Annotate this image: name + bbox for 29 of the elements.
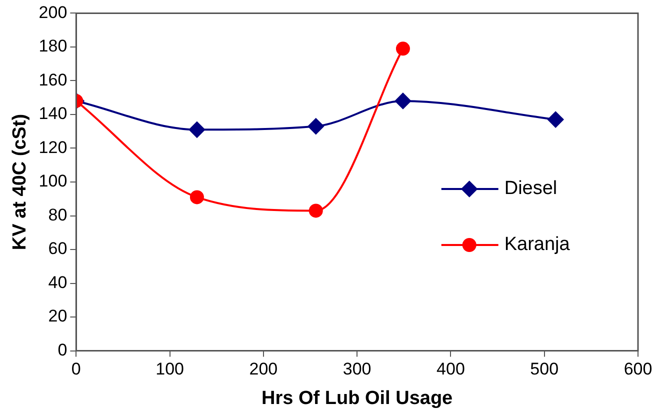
point	[394, 92, 411, 109]
y-tick-label: 100	[38, 172, 68, 191]
x-tick-label: 600	[624, 360, 652, 379]
x-axis-title: Hrs Of Lub Oil Usage	[262, 388, 453, 409]
x-tick-label: 400	[436, 360, 465, 379]
y-tick-label: 60	[48, 239, 68, 258]
point	[308, 118, 324, 134]
point	[548, 112, 564, 128]
x-tick-label: 500	[530, 360, 559, 379]
y-axis-title: KV at 40C (cSt)	[10, 114, 31, 250]
y-tick-label: 20	[48, 306, 68, 326]
y-tick-label: 180	[38, 36, 68, 56]
point	[308, 204, 323, 218]
point	[188, 122, 205, 138]
legend-label: Diesel	[504, 178, 558, 200]
y-tick-label: 40	[48, 272, 68, 292]
y-tick-label: 0	[58, 340, 68, 360]
y-tick-label: 200	[38, 2, 68, 22]
x-tick-label: 0	[71, 360, 81, 379]
point	[190, 190, 204, 204]
point	[396, 42, 410, 56]
y-tick-label: 80	[48, 205, 68, 224]
x-tick-label: 100	[156, 360, 184, 379]
x-tick-label: 200	[249, 360, 278, 379]
y-tick-label: 140	[38, 104, 68, 124]
x-tick-label: 300	[342, 360, 372, 379]
y-tick-label: 120	[38, 138, 68, 157]
y-tick-label: 160	[38, 70, 68, 90]
legend-label: Karanja	[504, 234, 570, 256]
